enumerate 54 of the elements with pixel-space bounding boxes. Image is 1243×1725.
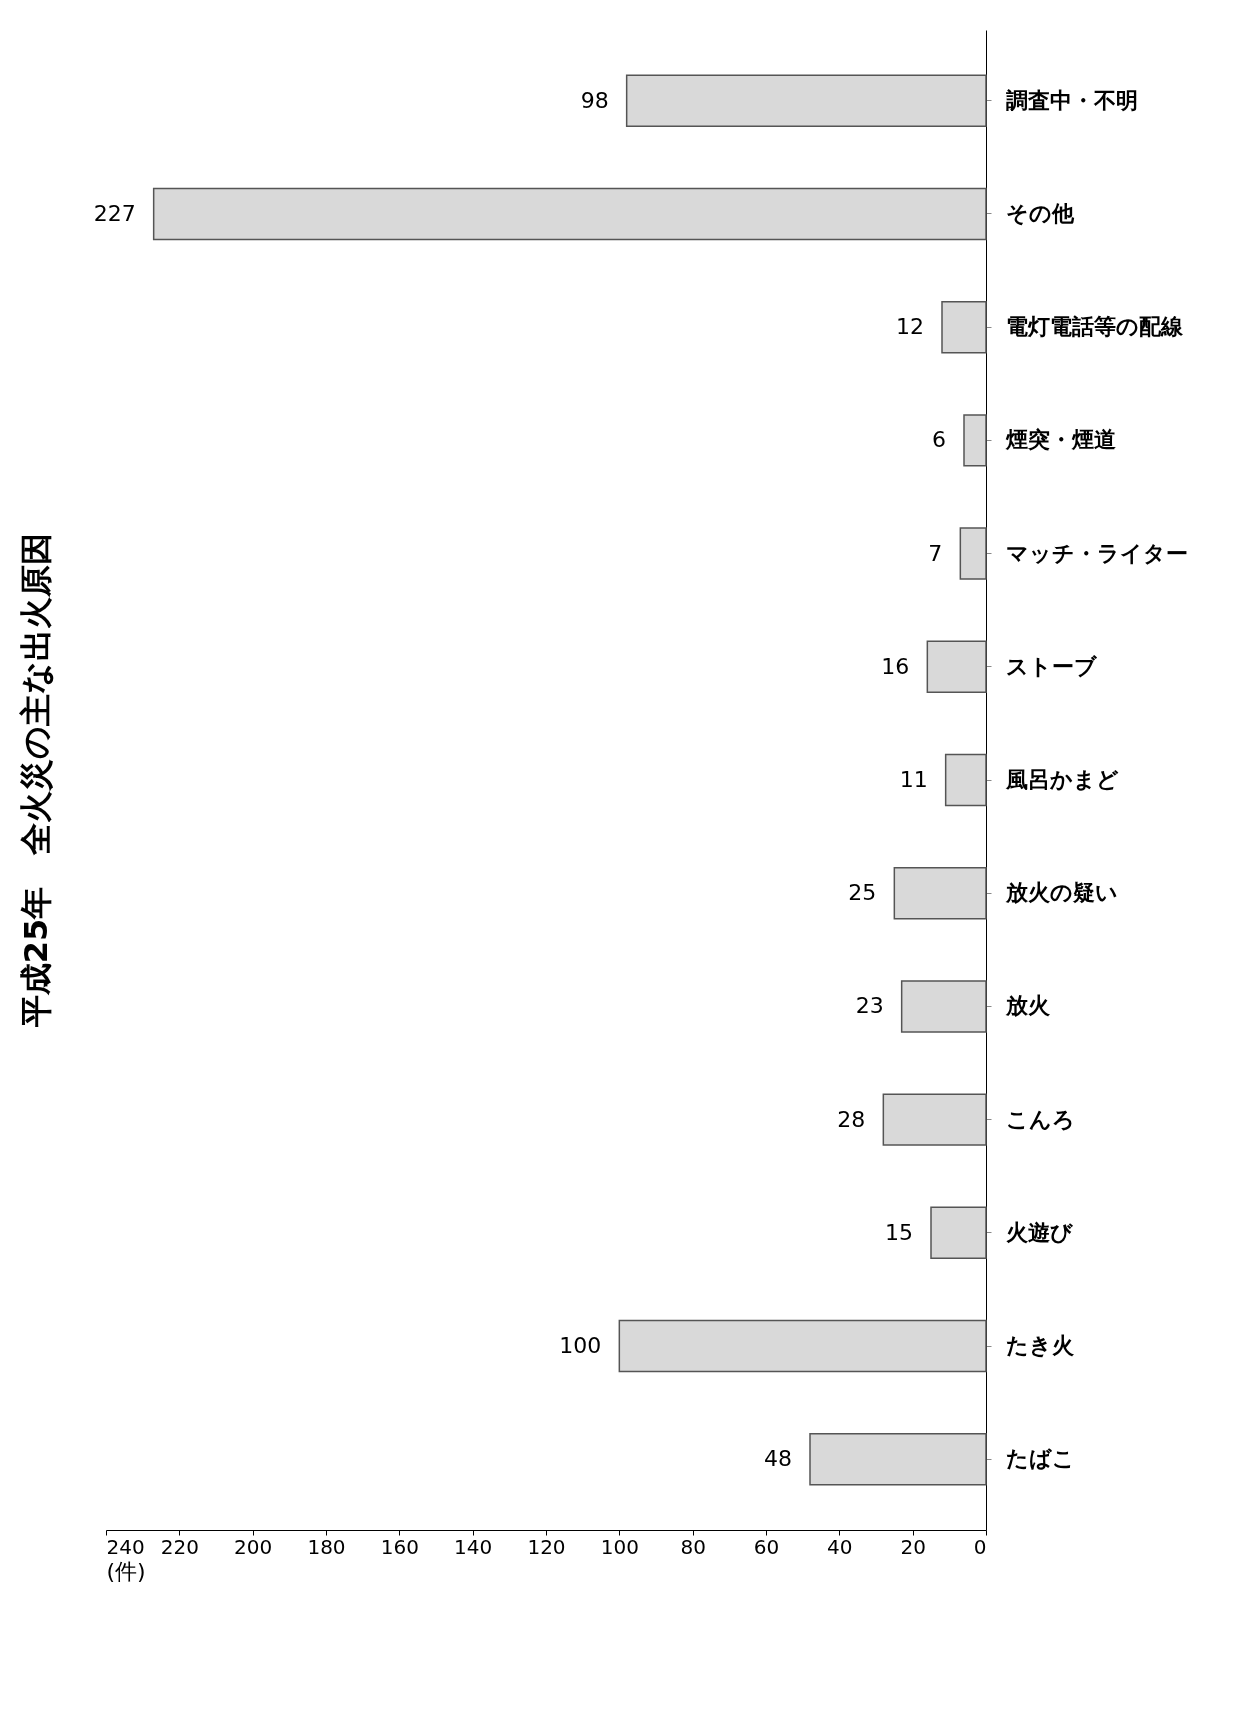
- data-label: 12: [896, 314, 924, 340]
- data-label: 6: [932, 427, 946, 453]
- bar: [893, 866, 987, 920]
- data-label: 25: [848, 880, 877, 906]
- y-tick-label: 調査中・不明: [1005, 87, 1138, 113]
- y-tick-label: 放火: [1004, 993, 1051, 1019]
- data-label: 227: [93, 200, 136, 226]
- x-tick-label: 200: [234, 1534, 273, 1559]
- y-tick-label: たばこ: [1005, 1446, 1075, 1472]
- y-tick-label: ストーブ: [1005, 653, 1098, 679]
- x-axis-title: (件): [106, 1558, 146, 1584]
- x-tick-label: 180: [307, 1534, 346, 1559]
- data-label: 28: [837, 1106, 866, 1132]
- data-label: 100: [559, 1333, 602, 1359]
- y-tick-label: 電灯電話等の配線: [1005, 314, 1184, 340]
- y-tick-label: 放火の疑い: [1004, 880, 1118, 906]
- bar: [618, 1319, 987, 1373]
- x-tick-label: 120: [527, 1534, 566, 1559]
- data-label: 23: [855, 993, 884, 1019]
- y-tick-label: マッチ・ライター: [1005, 540, 1188, 566]
- bar: [963, 414, 987, 467]
- data-label: 16: [881, 653, 910, 679]
- data-label: 11: [899, 767, 928, 792]
- x-tick-label: 100: [600, 1534, 639, 1559]
- bar: [152, 187, 987, 241]
- x-tick-label: 60: [753, 1534, 780, 1559]
- bar: [882, 1093, 987, 1146]
- x-tick-label: 0: [973, 1534, 987, 1559]
- data-label: 48: [764, 1446, 792, 1472]
- text: 平成25年 全火災の主な出火原因: [16, 532, 55, 1029]
- x-tick-label: 20: [900, 1534, 926, 1559]
- bar: [930, 1206, 987, 1260]
- bar: [926, 640, 987, 694]
- y-tick-label: 煙突・煙道: [1004, 427, 1116, 453]
- bar: [941, 300, 987, 354]
- bar: [809, 1433, 987, 1486]
- x-tick-label: 160: [380, 1534, 419, 1559]
- x-tick-label: 40: [827, 1534, 853, 1559]
- x-tick-label: 220: [160, 1534, 199, 1559]
- bar: [944, 753, 987, 807]
- x-tick-label: 140: [454, 1534, 493, 1559]
- y-tick-label: たき火: [1005, 1333, 1075, 1359]
- y-tick-label: こんろ: [1005, 1106, 1075, 1132]
- data-label: 7: [928, 540, 943, 566]
- bar: [900, 980, 987, 1033]
- data-label: 15: [885, 1219, 913, 1245]
- bar: [625, 74, 987, 127]
- y-tick-label: 火遊び: [1005, 1219, 1073, 1245]
- x-tick-label: 80: [680, 1534, 706, 1559]
- bar: [959, 527, 987, 580]
- x-tick-label: 240: [106, 1534, 145, 1559]
- data-label: 98: [580, 87, 609, 113]
- y-tick-label: その他: [1005, 200, 1075, 226]
- y-tick-label: 風呂かまど: [1004, 767, 1119, 792]
